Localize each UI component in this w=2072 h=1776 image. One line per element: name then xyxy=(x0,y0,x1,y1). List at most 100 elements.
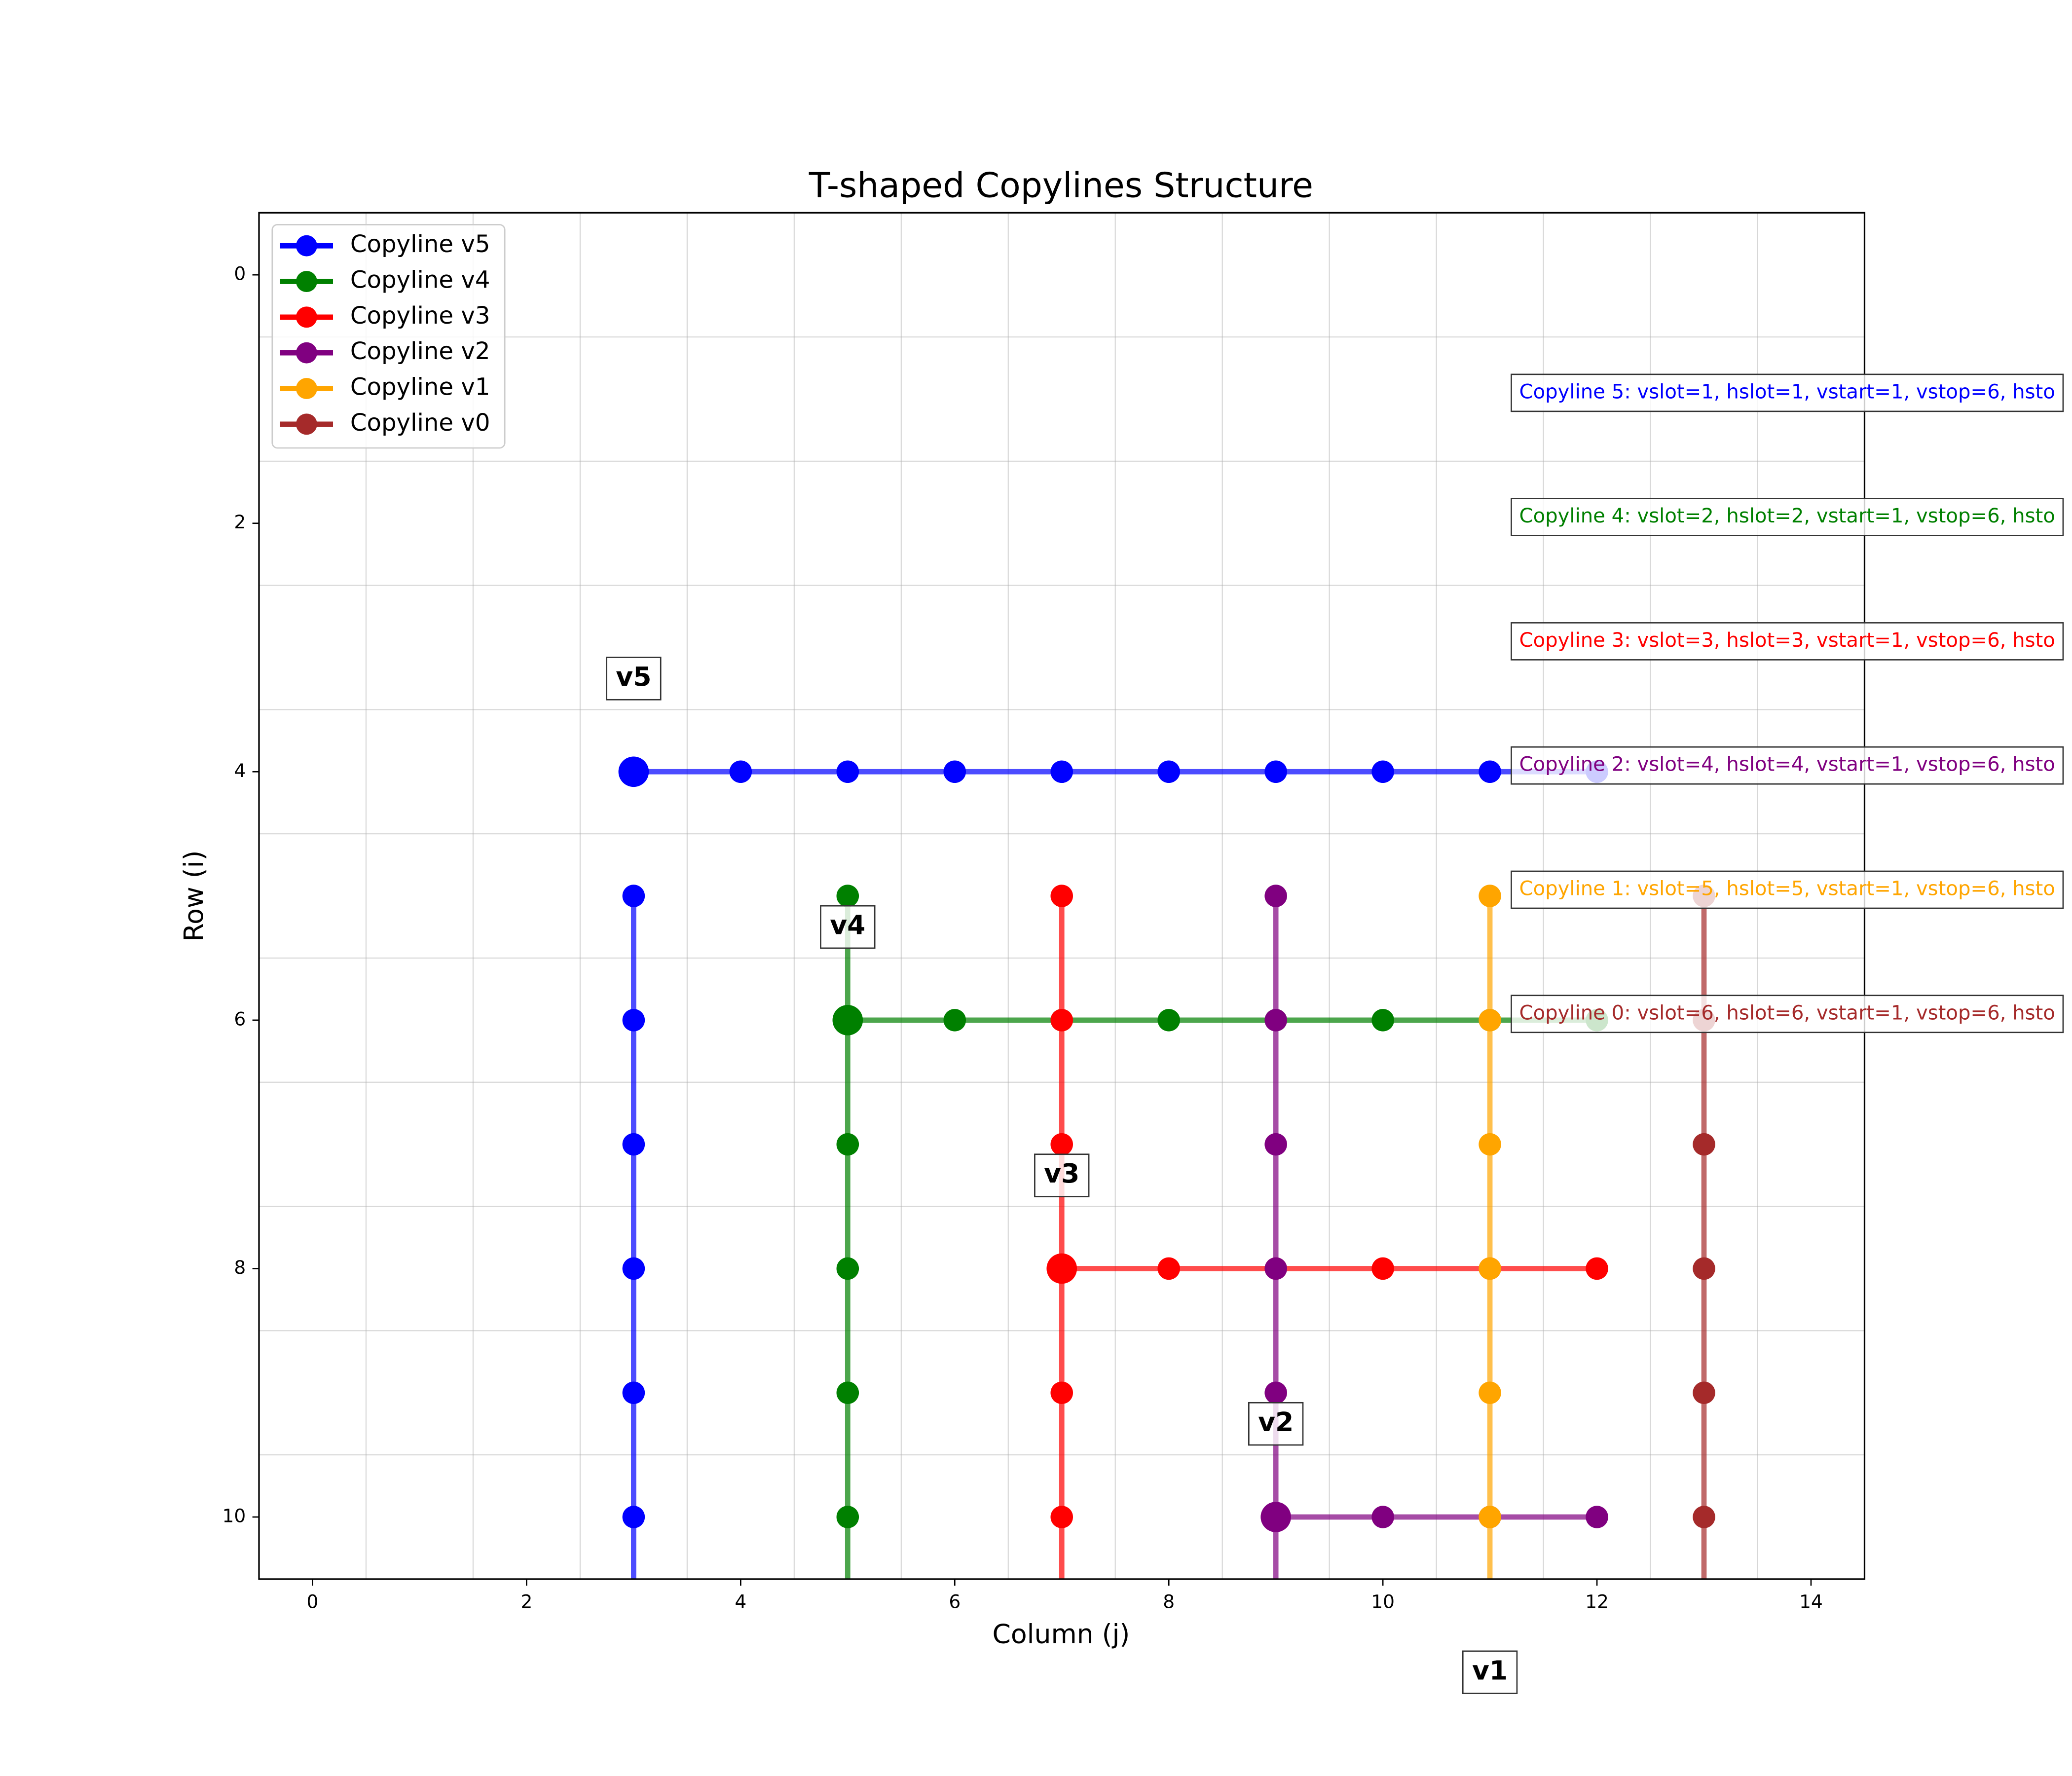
y-tick-label: 4 xyxy=(234,760,246,781)
corner-point xyxy=(1046,1253,1077,1284)
legend-marker xyxy=(296,378,317,399)
vertex-label: v1 xyxy=(1472,1655,1508,1686)
annotation: Copyline 2: vslot=4, hslot=4, vstart=1, … xyxy=(1519,753,2055,776)
chart-title: T-shaped Copylines Structure xyxy=(809,165,1313,205)
legend-label: Copyline v5 xyxy=(350,230,490,258)
vertex-label: v4 xyxy=(830,910,865,941)
point xyxy=(1157,760,1180,783)
point xyxy=(1479,885,1501,907)
point xyxy=(622,885,645,907)
y-tick-label: 8 xyxy=(234,1257,246,1278)
point xyxy=(1479,1257,1501,1280)
corner-point xyxy=(832,1005,863,1036)
point xyxy=(836,1381,859,1404)
point xyxy=(622,1506,645,1528)
point xyxy=(1264,1381,1287,1404)
corner-point xyxy=(1260,1502,1291,1532)
vertex-label-box xyxy=(1034,1153,1090,1197)
annotation-box xyxy=(1511,995,2064,1034)
point xyxy=(1479,1381,1501,1404)
legend-marker xyxy=(296,413,317,435)
point xyxy=(1050,1506,1073,1528)
vertex-label: v3 xyxy=(1044,1158,1079,1189)
point xyxy=(1479,1506,1501,1528)
x-tick-label: 10 xyxy=(1371,1591,1395,1613)
y-tick-label: 0 xyxy=(234,263,246,285)
point xyxy=(1157,1257,1180,1280)
vertex-label: v5 xyxy=(616,661,651,692)
legend-label: Copyline v1 xyxy=(350,373,490,401)
point xyxy=(1693,1133,1715,1156)
legend-marker xyxy=(296,271,317,292)
point xyxy=(836,1506,859,1528)
point xyxy=(1371,760,1394,783)
annotation: Copyline 3: vslot=3, hslot=3, vstart=1, … xyxy=(1519,629,2055,652)
point xyxy=(1050,885,1073,907)
point xyxy=(1479,1009,1501,1032)
point xyxy=(943,1009,966,1032)
point xyxy=(836,1133,859,1156)
point xyxy=(1479,1133,1501,1156)
x-tick-label: 8 xyxy=(1163,1591,1175,1613)
vertex-label-box xyxy=(606,657,662,701)
vertex-label: v2 xyxy=(1258,1406,1294,1438)
legend-label: Copyline v4 xyxy=(350,266,490,294)
x-tick-label: 6 xyxy=(949,1591,961,1613)
x-tick-label: 2 xyxy=(520,1591,532,1613)
annotation-box xyxy=(1511,373,2064,412)
vertex-label-box xyxy=(1248,1402,1304,1446)
point xyxy=(1050,1381,1073,1404)
vertex-label-box xyxy=(820,905,876,949)
point xyxy=(836,1257,859,1280)
point xyxy=(1586,1506,1608,1528)
point xyxy=(622,1381,645,1404)
point xyxy=(1157,1009,1180,1032)
point xyxy=(1050,760,1073,783)
point xyxy=(622,1009,645,1032)
point xyxy=(1371,1257,1394,1280)
point xyxy=(1693,1257,1715,1280)
point xyxy=(1371,1506,1394,1528)
point xyxy=(622,1133,645,1156)
legend-label: Copyline v2 xyxy=(350,337,490,365)
x-tick-label: 0 xyxy=(307,1591,319,1613)
legend-marker xyxy=(296,306,317,328)
legend-label: Copyline v0 xyxy=(350,409,490,437)
point xyxy=(836,885,859,907)
legend: Copyline v5 Copyline v4 Copyline v3 Copylin… xyxy=(271,224,506,449)
point xyxy=(622,1257,645,1280)
annotation-box xyxy=(1511,622,2064,661)
annotation-box xyxy=(1511,498,2064,536)
corner-point xyxy=(618,756,649,787)
annotation: Copyline 1: vslot=5, hslot=5, vstart=1, … xyxy=(1519,877,2055,900)
x-tick-label: 14 xyxy=(1799,1591,1823,1613)
annotation: Copyline 0: vslot=6, hslot=6, vstart=1, … xyxy=(1519,1001,2055,1024)
point xyxy=(1371,1009,1394,1032)
y-tick-label: 6 xyxy=(234,1008,246,1030)
vertex-label-box xyxy=(1462,1650,1518,1694)
point xyxy=(1264,1009,1287,1032)
point xyxy=(1693,1506,1715,1528)
legend-label: Copyline v3 xyxy=(350,302,490,330)
point xyxy=(1693,1381,1715,1404)
y-tick-label: 2 xyxy=(234,511,246,533)
ticks: 0 2 4 6 8 10 12 14 0 2 4 6 8 10 xyxy=(222,263,1822,1613)
point xyxy=(1050,1009,1073,1032)
point xyxy=(1479,760,1501,783)
point xyxy=(729,760,752,783)
legend-marker xyxy=(296,342,317,364)
annotation-box xyxy=(1511,746,2064,785)
point xyxy=(1264,885,1287,907)
point xyxy=(1264,1257,1287,1280)
annotation: Copyline 5: vslot=1, hslot=1, vstart=1, … xyxy=(1519,380,2055,403)
annotation-box xyxy=(1511,870,2064,909)
point xyxy=(943,760,966,783)
y-axis-label: Row (i) xyxy=(178,851,209,942)
legend-marker xyxy=(296,235,317,257)
y-tick-label: 10 xyxy=(222,1505,246,1527)
labels: v5 v4 v3 v2 v1 Copyline 5: vslot=1, hslot=1, … xyxy=(606,373,2064,1694)
point xyxy=(1586,1257,1608,1280)
x-tick-label: 12 xyxy=(1585,1591,1609,1613)
